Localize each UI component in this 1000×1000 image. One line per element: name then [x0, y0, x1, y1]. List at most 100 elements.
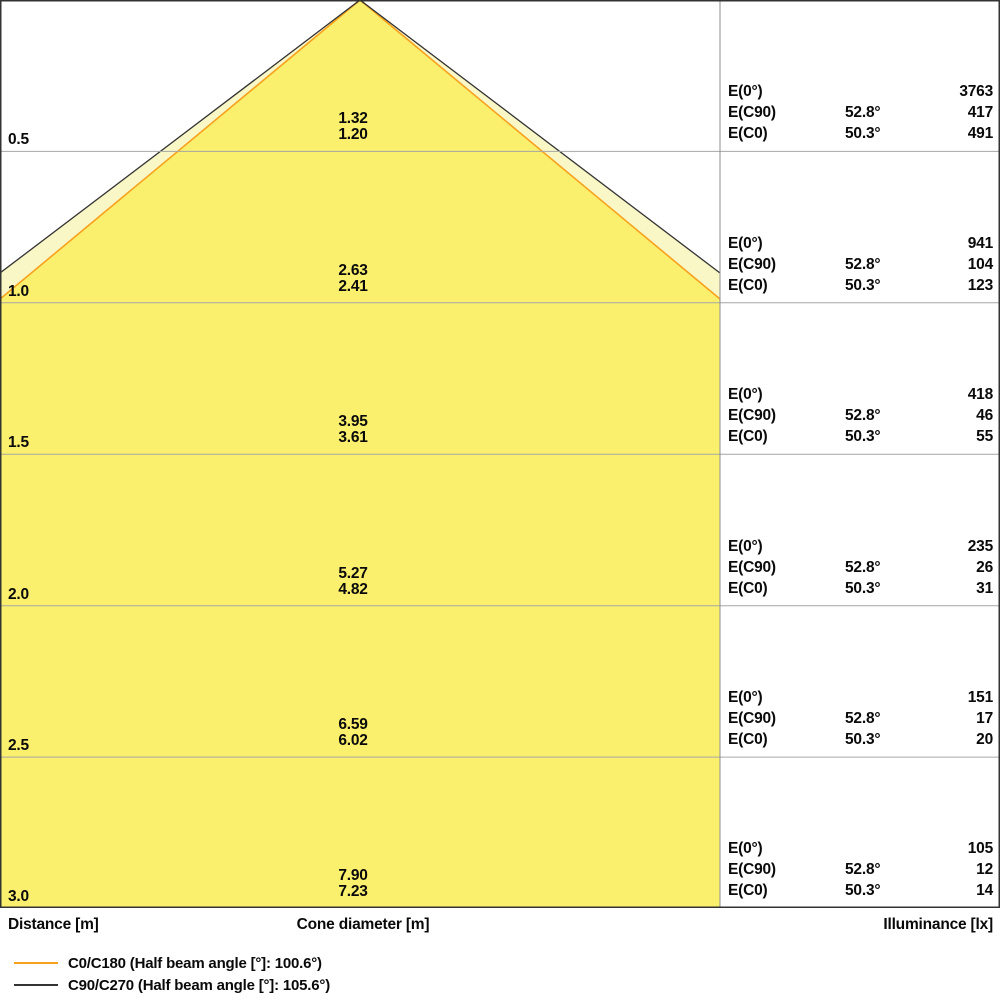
distance-label: 2.0	[8, 586, 29, 603]
e0-value: 3763	[959, 83, 993, 100]
distance-label: 2.5	[8, 737, 29, 754]
cone-diameter-c90: 6.59	[338, 716, 368, 733]
ec90-angle: 52.8°	[845, 710, 881, 727]
illuminance-row-ec0: E(C0) 50.3° 55	[728, 426, 993, 447]
illuminance-row-e0: E(0°) 105	[728, 838, 993, 859]
ec90-label: E(C90)	[728, 559, 776, 576]
e0-label: E(0°)	[728, 538, 763, 555]
ec0-label: E(C0)	[728, 882, 768, 899]
ec0-value: 14	[976, 882, 993, 899]
illuminance-row-ec0: E(C0) 50.3° 14	[728, 880, 993, 901]
illuminance-block: E(0°) 105 E(C90) 52.8° 12 E(C0) 50.3° 14	[728, 838, 993, 901]
distance-label: 3.0	[8, 888, 29, 905]
ec90-value: 12	[976, 861, 993, 878]
ec90-label: E(C90)	[728, 710, 776, 727]
ec0-value: 123	[967, 277, 993, 294]
ec90-label: E(C90)	[728, 861, 776, 878]
e0-value: 151	[967, 689, 993, 706]
illuminance-block: E(0°) 235 E(C90) 52.8° 26 E(C0) 50.3° 31	[728, 536, 993, 599]
ec90-label: E(C90)	[728, 407, 776, 424]
ec90-label: E(C90)	[728, 104, 776, 121]
illuminance-row-e0: E(0°) 151	[728, 687, 993, 708]
illuminance-row-ec90: E(C90) 52.8° 17	[728, 708, 993, 729]
ec0-label: E(C0)	[728, 731, 768, 748]
legend-label-c0: C0/C180 (Half beam angle [°]: 100.6°)	[68, 954, 322, 972]
e0-label: E(0°)	[728, 83, 763, 100]
ec90-angle: 52.8°	[845, 861, 881, 878]
illuminance-row-ec90: E(C90) 52.8° 26	[728, 557, 993, 578]
e0-value: 418	[967, 386, 993, 403]
e0-value: 235	[967, 538, 993, 555]
ec90-value: 17	[976, 710, 993, 727]
legend: C0/C180 (Half beam angle [°]: 100.6°) C9…	[14, 952, 330, 996]
illuminance-row-ec90: E(C90) 52.8° 104	[728, 254, 993, 275]
c0-line-swatch-icon	[14, 962, 58, 964]
ec0-angle: 50.3°	[845, 277, 881, 294]
cone-diameter-axis-label: Cone diameter [m]	[296, 916, 430, 933]
ec90-label: E(C90)	[728, 256, 776, 273]
e0-angle	[845, 536, 925, 557]
e0-label: E(0°)	[728, 386, 763, 403]
cone-diameter-values: 6.59 6.02	[253, 717, 453, 748]
ec0-angle: 50.3°	[845, 882, 881, 899]
distance-label: 1.5	[8, 434, 29, 451]
cone-diameter-c0: 3.61	[338, 428, 368, 446]
cone-diagram-chart: 0.5 1.0 1.5 2.0 2.5 3.0 1.32 1.20 2.63 2…	[0, 0, 1000, 908]
illuminance-row-ec90: E(C90) 52.8° 12	[728, 859, 993, 880]
cone-diameter-c90: 3.95	[338, 413, 368, 430]
illuminance-row-ec90: E(C90) 52.8° 46	[728, 405, 993, 426]
cone-diameter-c90: 2.63	[338, 262, 368, 279]
cone-diameter-c0: 6.02	[338, 731, 368, 749]
cone-diameter-c0: 1.20	[338, 125, 368, 143]
cone-diameter-values: 2.63 2.41	[253, 263, 453, 294]
illuminance-row-e0: E(0°) 3763	[728, 81, 993, 102]
ec0-value: 491	[967, 125, 993, 142]
ec0-angle: 50.3°	[845, 428, 881, 445]
illuminance-row-e0: E(0°) 941	[728, 233, 993, 254]
legend-item-c90-c270: C90/C270 (Half beam angle [°]: 105.6°)	[14, 974, 330, 996]
distance-axis-label: Distance [m]	[8, 916, 99, 933]
distance-label: 1.0	[8, 283, 29, 300]
cone-diameter-c90: 1.32	[338, 110, 368, 127]
ec90-value: 417	[967, 104, 993, 121]
ec0-value: 20	[976, 731, 993, 748]
cone-plot	[0, 0, 1000, 908]
illuminance-block: E(0°) 151 E(C90) 52.8° 17 E(C0) 50.3° 20	[728, 687, 993, 750]
ec0-value: 31	[976, 580, 993, 597]
e0-label: E(0°)	[728, 235, 763, 252]
distance-gridlines	[0, 150, 1000, 758]
cone-diameter-c90: 5.27	[338, 565, 368, 582]
ec90-angle: 52.8°	[845, 104, 881, 121]
e0-angle	[845, 687, 925, 708]
cone-outline-c90	[0, 0, 721, 274]
cone-diameter-c0: 4.82	[338, 580, 368, 598]
ec0-value: 55	[976, 428, 993, 445]
cone-diameter-c90: 7.90	[338, 867, 368, 884]
ec0-label: E(C0)	[728, 580, 768, 597]
illuminance-axis-label: Illuminance [lx]	[883, 916, 993, 933]
cone-diameter-values: 1.32 1.20	[253, 111, 453, 142]
e0-label: E(0°)	[728, 840, 763, 857]
illuminance-row-e0: E(0°) 235	[728, 536, 993, 557]
e0-label: E(0°)	[728, 689, 763, 706]
cone-diameter-values: 7.90 7.23	[253, 868, 453, 899]
legend-label-c90: C90/C270 (Half beam angle [°]: 105.6°)	[68, 976, 330, 994]
ec0-label: E(C0)	[728, 277, 768, 294]
illuminance-row-ec90: E(C90) 52.8° 417	[728, 102, 993, 123]
illuminance-row-ec0: E(C0) 50.3° 123	[728, 275, 993, 296]
ec90-value: 104	[967, 256, 993, 273]
illuminance-row-ec0: E(C0) 50.3° 491	[728, 123, 993, 144]
e0-value: 105	[967, 840, 993, 857]
ec0-angle: 50.3°	[845, 580, 881, 597]
cone-outline-c0	[0, 0, 721, 300]
e0-angle	[845, 233, 925, 254]
distance-label: 0.5	[8, 131, 29, 148]
ec90-angle: 52.8°	[845, 559, 881, 576]
legend-item-c0-c180: C0/C180 (Half beam angle [°]: 100.6°)	[14, 952, 330, 974]
cone-diameter-values: 3.95 3.61	[253, 414, 453, 445]
ec90-value: 46	[976, 407, 993, 424]
ec90-angle: 52.8°	[845, 256, 881, 273]
ec0-angle: 50.3°	[845, 125, 881, 142]
ec0-angle: 50.3°	[845, 731, 881, 748]
